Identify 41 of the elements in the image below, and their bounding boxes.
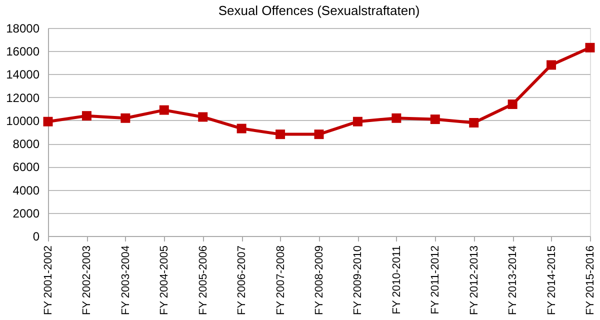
x-tick-label: FY 2008-2009 [314, 246, 326, 316]
point [430, 114, 440, 124]
point [236, 124, 246, 134]
x-tick-label: FY 2010-2011 [390, 246, 403, 314]
y-tick-label: 12000 [6, 90, 40, 105]
point [469, 118, 479, 128]
point [392, 113, 402, 123]
point [159, 105, 169, 115]
y-tick-label: 14000 [6, 68, 40, 82]
point [198, 112, 208, 122]
y-tick-label: 18000 [6, 22, 40, 36]
point [314, 130, 324, 140]
x-tick-label: FY 2015-2016 [584, 246, 596, 316]
point [585, 42, 595, 52]
x-tick-label: FY 2014-2015 [546, 246, 558, 316]
x-tick-label: FY 2012-2013 [468, 246, 480, 316]
y-tick-label: 10000 [6, 114, 40, 128]
point [276, 130, 286, 140]
x-tick-label: FY 2009-2010 [352, 246, 364, 316]
x-tick-label: FY 2005-2006 [197, 246, 210, 316]
y-tick-label: 16000 [6, 44, 40, 59]
x-tick-label: FY 2013-2014 [507, 246, 520, 316]
x-tick-label: FY 2006-2007 [236, 246, 248, 316]
point [352, 116, 362, 126]
y-tick-label: 2000 [12, 206, 40, 220]
x-tick-label: FY 2002-2003 [81, 246, 94, 316]
y-tick-label: 8000 [12, 137, 40, 152]
x-tick-label: FY 2011-2012 [430, 246, 442, 314]
point [120, 113, 130, 123]
x-tick-label: FY 2001-2002 [42, 246, 54, 316]
chart-title: Sexual Offences (Sexualstraftaten) [218, 3, 420, 18]
y-tick-label: 6000 [12, 160, 40, 174]
point [546, 60, 556, 70]
point [508, 100, 518, 110]
y-tick-label: 4000 [12, 183, 40, 198]
point [43, 116, 53, 126]
y-tick-label: 0 [32, 230, 40, 244]
x-tick-label: FY 2007-2008 [274, 246, 287, 316]
x-tick-label: FY 2003-2004 [120, 246, 132, 316]
point [82, 111, 92, 121]
x-tick-label: FY 2004-2005 [158, 246, 171, 316]
